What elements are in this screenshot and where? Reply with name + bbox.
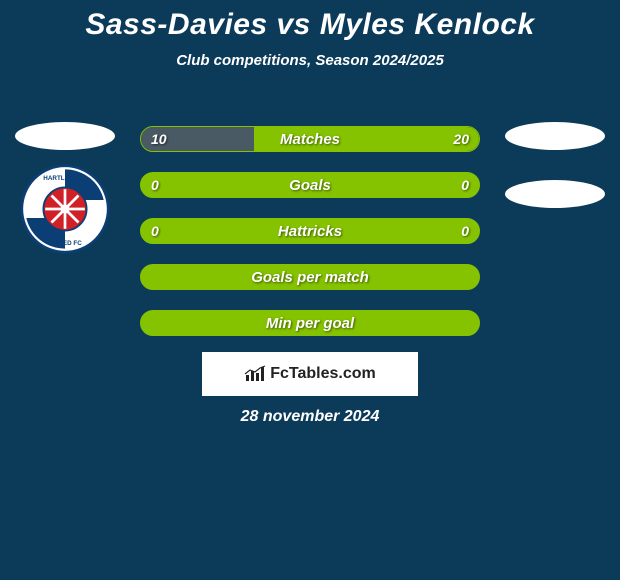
vs-label: vs	[277, 8, 311, 41]
stat-bar: 1020Matches	[140, 126, 480, 152]
stat-bar: 0 0Hattricks	[140, 218, 480, 244]
brand-text: FcTables.com	[270, 365, 376, 383]
stat-label: Goals per match	[141, 265, 479, 289]
player-a-name: Sass-Davies	[85, 8, 267, 41]
stat-value-b: 0	[461, 173, 469, 197]
right-club-logos	[500, 122, 610, 208]
stat-value-a: 0	[151, 219, 159, 243]
left-club-logos: HARTLEPOOL UNITED FC	[10, 122, 120, 254]
svg-text:UNITED FC: UNITED FC	[48, 240, 82, 247]
subtitle: Club competitions, Season 2024/2025	[0, 52, 620, 69]
stat-label: Hattricks	[141, 219, 479, 243]
svg-text:HARTLEPOOL: HARTLEPOOL	[43, 175, 87, 182]
stat-value-b: 20	[453, 127, 469, 151]
bar-chart-icon	[244, 365, 266, 383]
stat-bar: Goals per match	[140, 264, 480, 290]
stat-value-a: 0	[151, 173, 159, 197]
player-b-name: Myles Kenlock	[320, 8, 535, 41]
stats-bars: 1020Matches00Goals00HattricksGoals per m…	[140, 126, 480, 336]
stat-bar-segment-b	[254, 127, 479, 151]
brand-box: FcTables.com	[202, 352, 418, 396]
club-logo-placeholder	[505, 180, 605, 208]
stat-bar: 0 0Goals	[140, 172, 480, 198]
club-logo-placeholder	[505, 122, 605, 150]
stat-bar: Min per goal	[140, 310, 480, 336]
stat-value-b: 0	[461, 219, 469, 243]
club-logo-placeholder	[15, 122, 115, 150]
hartlepool-badge: HARTLEPOOL UNITED FC	[20, 164, 110, 254]
stat-value-a: 10	[151, 127, 167, 151]
stat-label: Goals	[141, 173, 479, 197]
stat-label: Min per goal	[141, 311, 479, 335]
snapshot-date: 28 november 2024	[0, 408, 620, 426]
page-title: Sass-Davies vs Myles Kenlock	[0, 8, 620, 42]
